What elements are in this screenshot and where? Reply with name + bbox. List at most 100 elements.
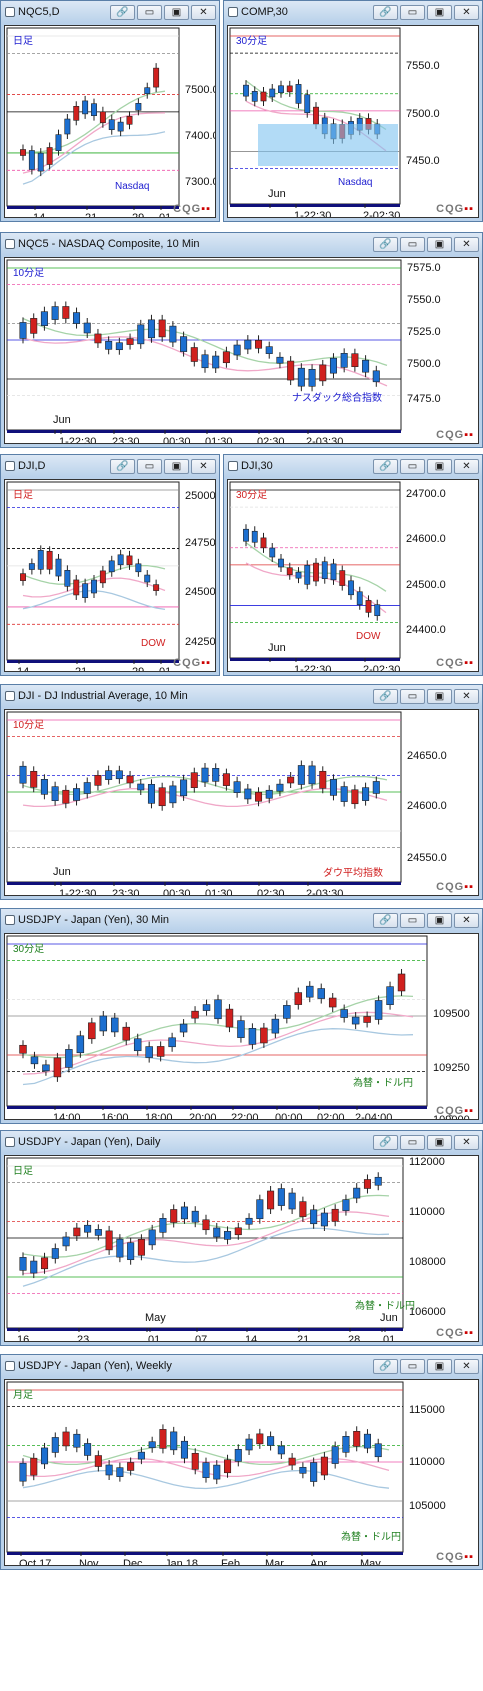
restore-button[interactable]: ▣ [427, 458, 452, 474]
minimize-button[interactable]: ▭ [400, 4, 425, 20]
link-button[interactable]: 🔗 [110, 458, 135, 474]
link-button[interactable]: 🔗 [373, 458, 398, 474]
close-button[interactable]: ✕ [191, 458, 216, 474]
restore-button[interactable]: ▣ [427, 1134, 452, 1150]
candle-body [30, 1260, 38, 1274]
timeframe-label: 30分足 [236, 490, 268, 501]
chart-window-usdjpy_30[interactable]: USDJPY - Japan (Yen), 30 Min 🔗 ▭ ▣ ✕ 109500 10… [0, 908, 483, 1124]
window-title: USDJPY - Japan (Yen), Daily [18, 1136, 161, 1148]
price-chart [6, 1381, 404, 1556]
chart-window-comp_30[interactable]: COMP,30 🔗 ▭ ▣ ✕ 7550.0 7500.0 7450.0 Jun 1-22:30 2… [223, 0, 483, 222]
restore-button[interactable]: ▣ [427, 236, 452, 252]
candle-body [260, 91, 267, 102]
x-tick-label: 21 [85, 212, 98, 218]
link-button[interactable]: 🔗 [373, 4, 398, 20]
close-button[interactable]: ✕ [454, 236, 479, 252]
restore-button[interactable]: ▣ [164, 458, 189, 474]
x-tick-label: Mar [265, 1558, 284, 1566]
chart-area[interactable]: 25000.0 24750.0 24500.0 24250.0 14 21 29 01 日足 DO… [4, 479, 216, 672]
restore-button[interactable]: ▣ [427, 688, 452, 704]
link-button[interactable]: 🔗 [110, 4, 135, 20]
minimize-button[interactable]: ▭ [400, 1358, 425, 1374]
minimize-button[interactable]: ▭ [400, 458, 425, 474]
candle-body [321, 561, 328, 580]
minimize-button[interactable]: ▭ [400, 236, 425, 252]
restore-button[interactable]: ▣ [164, 4, 189, 20]
minimize-button[interactable]: ▭ [400, 912, 425, 928]
link-button[interactable]: 🔗 [373, 1134, 398, 1150]
candle-body [233, 781, 241, 793]
candle-body [276, 783, 284, 792]
chart-window-dji_daily[interactable]: DJI,D🔗▭▣✕25000.024750.024500.024250.0142… [0, 454, 220, 676]
chart-area[interactable]: 7550.0 7500.0 7450.0 Jun 1-22:30 2-02:30 30分足 N… [227, 25, 479, 218]
candle-body [297, 367, 305, 387]
chart-window-usdjpy_daily[interactable]: USDJPY - Japan (Yen), Daily 🔗 ▭ ▣ ✕ 112000 110… [0, 1130, 483, 1346]
chart-area[interactable]: 24650.0 24600.0 24550.0 Jun 1-22:30 23:30 00:3… [4, 709, 479, 896]
chart-area[interactable]: 115000 110000 105000 Oct 17 Nov Dec Jan 18 Feb M… [4, 1379, 479, 1566]
title-bar[interactable]: USDJPY - Japan (Yen), Daily 🔗 ▭ ▣ ✕ [1, 1131, 482, 1153]
chart-area[interactable]: 112000 110000 108000 106000 16 23 May 01 07 14 21 2… [4, 1155, 479, 1342]
chart-window-dji_10[interactable]: DJI - DJ Industrial Average, 10 Min 🔗 ▭ ▣ ✕ 2… [0, 684, 483, 900]
chart-area[interactable]: 24700.0 24600.0 24500.0 24400.0 Jun 1-22:30 2-… [227, 479, 479, 672]
minimize-button[interactable]: ▭ [400, 1134, 425, 1150]
candle-body [372, 370, 380, 383]
candle-body [299, 1201, 307, 1217]
candle-body [237, 1020, 245, 1038]
chart-window-dji_30[interactable]: DJI,30 🔗 ▭ ▣ ✕ 24700.0 24600.0 24500.0 24400.0 Ju… [223, 454, 483, 676]
chart-area[interactable]: 109500 109250 109000 14:00 16:00 18:00 20:00 22… [4, 933, 479, 1120]
candle-body [191, 1210, 199, 1223]
candle-body [105, 1464, 113, 1476]
x-tick-label: 2-04:00 [355, 1112, 393, 1120]
title-bar[interactable]: USDJPY - Japan (Yen), Weekly 🔗 ▭ ▣ ✕ [1, 1355, 482, 1377]
cqg-brand: CQG [436, 1551, 465, 1563]
close-button[interactable]: ✕ [454, 912, 479, 928]
minimize-button[interactable]: ▭ [400, 688, 425, 704]
close-button[interactable]: ✕ [454, 458, 479, 474]
y-tick-label: 112000 [409, 1156, 445, 1168]
candle-body [179, 1023, 188, 1033]
candle-body [212, 355, 220, 369]
chart-area[interactable]: 7575.0 7550.0 7525.0 7500.0 7475.0 Jun 1-22:30… [4, 257, 479, 444]
candle-body [145, 1046, 153, 1058]
title-bar[interactable]: NQC5 - NASDAQ Composite, 10 Min 🔗 ▭ ▣ ✕ [1, 233, 482, 255]
link-button[interactable]: 🔗 [373, 236, 398, 252]
plot-frame [6, 259, 402, 431]
candle-body [397, 973, 406, 992]
link-button[interactable]: 🔗 [373, 688, 398, 704]
title-bar[interactable]: DJI,30 🔗 ▭ ▣ ✕ [224, 455, 482, 477]
title-bar[interactable]: NQC5,D 🔗 ▭ ▣ ✕ [1, 1, 219, 23]
y-tick-label: 106000 [409, 1306, 446, 1318]
title-bar[interactable]: DJI,D 🔗 ▭ ▣ ✕ [1, 455, 219, 477]
restore-button[interactable]: ▣ [427, 912, 452, 928]
chart-area[interactable]: 7500.0 7400.0 7300.0 14 21 29 01 日足 Nasdaq CQG▪▪ [4, 25, 216, 218]
candle-body [55, 134, 62, 151]
close-button[interactable]: ✕ [454, 1358, 479, 1374]
link-button[interactable]: 🔗 [373, 912, 398, 928]
close-button[interactable]: ✕ [454, 688, 479, 704]
candle-body [126, 115, 133, 125]
x-tick-label: 21 [297, 1334, 310, 1342]
close-button[interactable]: ✕ [191, 4, 216, 20]
close-button[interactable]: ✕ [454, 1134, 479, 1150]
y-tick-label: 109000 [433, 1114, 470, 1120]
minimize-button[interactable]: ▭ [137, 458, 162, 474]
candle-body [28, 150, 35, 170]
y-tick-label: 24500.0 [185, 586, 216, 598]
candle-body [28, 563, 35, 570]
title-bar[interactable]: DJI - DJ Industrial Average, 10 Min 🔗 ▭ ▣ ✕ [1, 685, 482, 707]
chart-window-nqc5_10[interactable]: NQC5 - NASDAQ Composite, 10 Min 🔗 ▭ ▣ ✕ 7575.… [0, 232, 483, 448]
x-tick-label: Nov [79, 1558, 99, 1566]
title-bar[interactable]: USDJPY - Japan (Yen), 30 Min 🔗 ▭ ▣ ✕ [1, 909, 482, 931]
minimize-button[interactable]: ▭ [137, 4, 162, 20]
chart-window-usdjpy_weekly[interactable]: USDJPY - Japan (Yen), Weekly 🔗 ▭ ▣ ✕ 115000 11… [0, 1354, 483, 1570]
chart-window-nqc5_daily[interactable]: NQC5,D 🔗 ▭ ▣ ✕ 7500.0 7400.0 7300.0 14 21 29 01 日足 Na… [0, 0, 220, 222]
close-button[interactable]: ✕ [454, 4, 479, 20]
title-bar[interactable]: COMP,30 🔗 ▭ ▣ ✕ [224, 1, 482, 23]
restore-button[interactable]: ▣ [427, 4, 452, 20]
link-button[interactable]: 🔗 [373, 1358, 398, 1374]
x-tick-label: 16 [17, 1334, 30, 1342]
y-tick-label: 109250 [433, 1062, 470, 1074]
candle-body [308, 368, 316, 387]
restore-button[interactable]: ▣ [427, 1358, 452, 1374]
candle-body [116, 1467, 124, 1477]
